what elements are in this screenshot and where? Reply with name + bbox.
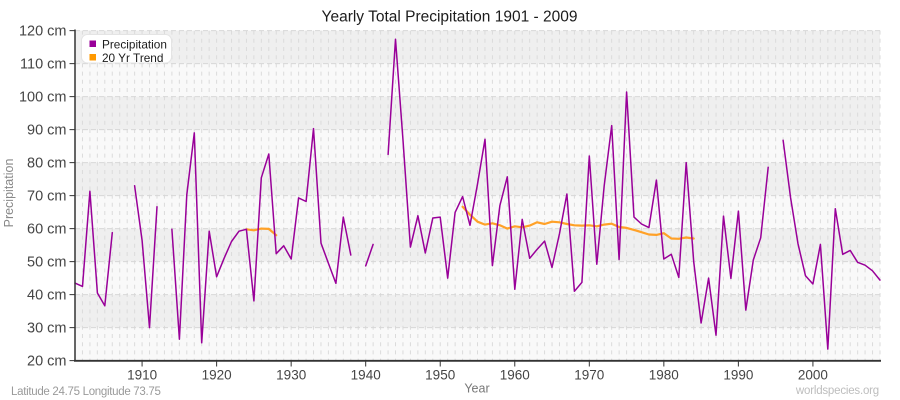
svg-text:1960: 1960 <box>500 368 530 383</box>
svg-text:1980: 1980 <box>649 368 679 383</box>
svg-text:30 cm: 30 cm <box>27 320 67 336</box>
svg-text:60 cm: 60 cm <box>27 221 67 237</box>
svg-text:80 cm: 80 cm <box>27 155 67 171</box>
svg-text:90 cm: 90 cm <box>27 122 67 138</box>
svg-text:40 cm: 40 cm <box>27 287 67 303</box>
svg-text:Year: Year <box>464 382 489 396</box>
svg-text:110 cm: 110 cm <box>20 56 66 72</box>
svg-text:1990: 1990 <box>723 368 753 383</box>
svg-text:120 cm: 120 cm <box>19 23 67 39</box>
svg-text:2000: 2000 <box>798 368 828 383</box>
svg-text:70 cm: 70 cm <box>27 188 67 204</box>
svg-text:Yearly Total Precipitation 190: Yearly Total Precipitation 1901 - 2009 <box>322 9 578 26</box>
svg-text:20 cm: 20 cm <box>27 353 67 369</box>
svg-text:worldspecies.org: worldspecies.org <box>795 385 879 397</box>
svg-text:Latitude 24.75 Longitude 73.75: Latitude 24.75 Longitude 73.75 <box>11 386 161 398</box>
svg-text:1920: 1920 <box>202 368 232 383</box>
svg-text:20 Yr Trend: 20 Yr Trend <box>102 51 163 65</box>
svg-text:1940: 1940 <box>351 368 381 383</box>
svg-text:1910: 1910 <box>127 368 157 383</box>
svg-text:50 cm: 50 cm <box>27 254 67 270</box>
svg-text:Precipitation: Precipitation <box>102 38 167 52</box>
svg-text:Precipitation: Precipitation <box>2 159 16 228</box>
svg-text:1950: 1950 <box>425 368 455 383</box>
svg-text:1930: 1930 <box>276 368 306 383</box>
svg-text:1970: 1970 <box>574 368 604 383</box>
svg-text:100 cm: 100 cm <box>19 89 67 105</box>
